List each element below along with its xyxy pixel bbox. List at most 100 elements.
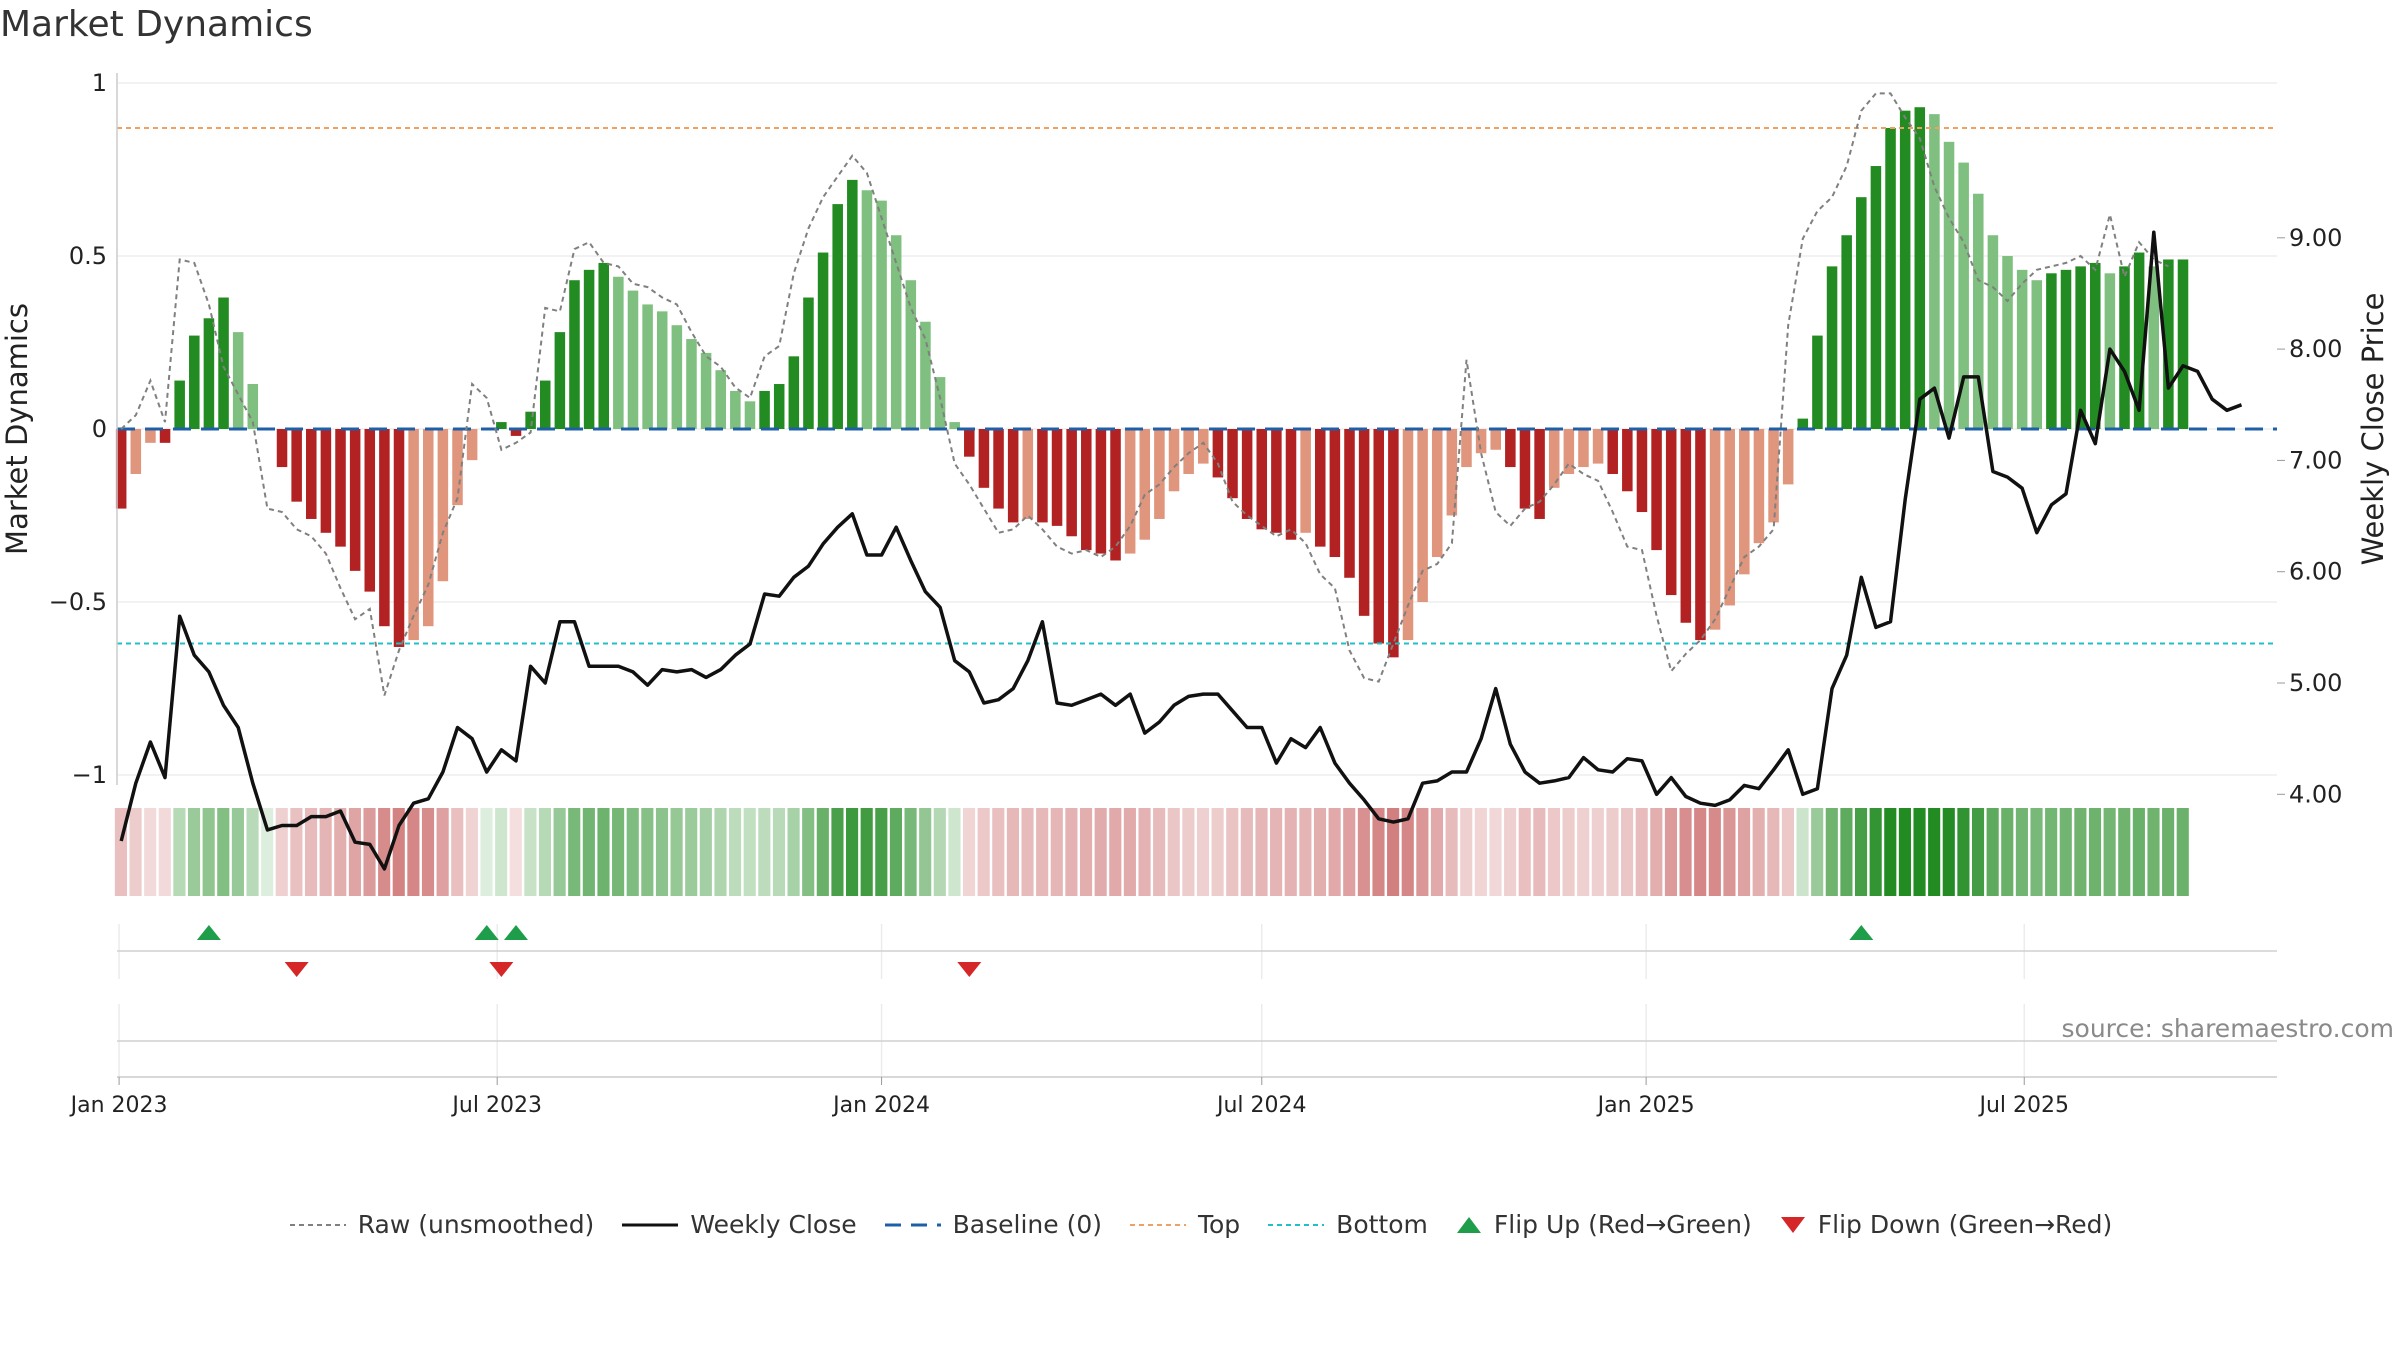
md-bar bbox=[2002, 256, 2013, 429]
strip-cell bbox=[348, 808, 361, 896]
x-tick-label: Jan 2023 bbox=[69, 1093, 168, 1118]
md-bar bbox=[1987, 235, 1999, 429]
md-bar bbox=[1183, 429, 1194, 474]
md-bar bbox=[364, 429, 376, 592]
axes: 1 0.5 0 −0.5 −1 9.00 8.00 7.00 6.00 5.00 4.00 Marke… bbox=[0, 69, 2390, 808]
strip-cell bbox=[1416, 808, 1429, 896]
md-bar bbox=[1168, 429, 1180, 492]
strip-cell bbox=[363, 808, 376, 896]
legend-raw-label: Raw (unsmoothed) bbox=[357, 1210, 595, 1239]
strip-cell bbox=[1255, 808, 1268, 896]
md-bar bbox=[1534, 429, 1545, 519]
strip-cell bbox=[1167, 808, 1180, 896]
md-bar bbox=[159, 429, 171, 443]
strip-cell bbox=[407, 808, 420, 896]
strip-cell bbox=[1504, 808, 1517, 896]
flip-up-marker bbox=[503, 925, 528, 940]
md-bar bbox=[554, 332, 566, 429]
strip-cell bbox=[1489, 808, 1502, 896]
md-bar bbox=[1022, 429, 1034, 519]
source-label: source: sharemaestro.com bbox=[2061, 1014, 2395, 1043]
strip-cell bbox=[962, 808, 976, 896]
strip-cell bbox=[2103, 808, 2116, 896]
strip-cell bbox=[1928, 808, 1941, 896]
md-bar bbox=[1110, 429, 1121, 561]
y-tick-label: −0.5 bbox=[49, 588, 107, 616]
md-bar bbox=[1417, 429, 1428, 602]
md-bar bbox=[1665, 429, 1677, 596]
strip-cell bbox=[1854, 808, 1868, 896]
md-bar bbox=[583, 269, 595, 429]
md-bar bbox=[1753, 429, 1765, 544]
md-bar bbox=[1592, 429, 1604, 464]
legend-raw: Raw (unsmoothed) bbox=[288, 1210, 595, 1239]
md-bar bbox=[613, 276, 624, 429]
x-tick-label: Jul 2025 bbox=[1977, 1093, 2069, 1118]
strip-cell bbox=[670, 808, 683, 896]
md-bar bbox=[1782, 429, 1794, 485]
md-bar bbox=[2163, 259, 2174, 429]
strip-cell bbox=[1153, 808, 1166, 896]
strip-cell bbox=[1065, 808, 1078, 896]
legend-raw-swatch bbox=[289, 1223, 346, 1226]
strip-cell bbox=[1635, 808, 1648, 896]
md-bar bbox=[1212, 429, 1224, 478]
strip-cell bbox=[509, 808, 522, 896]
legend-close-swatch bbox=[622, 1223, 679, 1226]
md-bar bbox=[1139, 429, 1151, 540]
md-bar bbox=[1329, 429, 1341, 558]
md-bar bbox=[1300, 429, 1311, 533]
md-bar bbox=[422, 429, 434, 627]
md-bar bbox=[1388, 429, 1399, 658]
md-bar bbox=[174, 380, 185, 429]
md-bar bbox=[2075, 266, 2086, 429]
strip-cell bbox=[1694, 808, 1707, 896]
strip-cell bbox=[2088, 808, 2102, 896]
strip-cell bbox=[860, 808, 873, 896]
md-bar bbox=[1314, 429, 1326, 547]
md-bar bbox=[934, 377, 946, 429]
md-bar bbox=[1475, 429, 1487, 454]
strip-cell bbox=[1182, 808, 1195, 896]
md-bar bbox=[1870, 166, 1882, 430]
strip-cell bbox=[802, 808, 815, 896]
strip-cell bbox=[889, 808, 902, 896]
strip-cell bbox=[626, 808, 639, 896]
md-bar bbox=[569, 280, 580, 429]
md-bar bbox=[1929, 114, 1940, 429]
strip-cell bbox=[2074, 808, 2087, 896]
md-bar bbox=[379, 429, 390, 627]
strip-cell bbox=[1913, 808, 1926, 896]
strip-cell bbox=[1474, 808, 1487, 896]
flip-down-icon bbox=[1780, 1216, 1805, 1233]
md-bar bbox=[115, 429, 127, 509]
md-bar bbox=[525, 411, 536, 429]
md-bar bbox=[218, 297, 229, 429]
strip-cell bbox=[231, 808, 244, 896]
md-bar bbox=[817, 252, 829, 429]
strip-cell bbox=[304, 808, 318, 896]
strip-cell bbox=[1796, 808, 1809, 896]
md-bar bbox=[920, 321, 931, 429]
md-bar bbox=[1344, 429, 1355, 578]
md-bar bbox=[744, 401, 756, 429]
md-bar bbox=[773, 384, 785, 429]
strip-cell bbox=[1211, 808, 1224, 896]
md-bar bbox=[130, 429, 142, 474]
x-tick-label: Jan 2024 bbox=[831, 1093, 930, 1118]
strip-cell bbox=[275, 808, 288, 896]
flip-up-marker bbox=[196, 925, 221, 940]
strip-cell bbox=[699, 808, 712, 896]
md-bar bbox=[1095, 429, 1107, 554]
md-bar bbox=[320, 429, 332, 533]
strip-cell bbox=[173, 808, 186, 896]
md-bar bbox=[861, 190, 873, 429]
strip-cell bbox=[1079, 808, 1093, 896]
y-tick-label: 0 bbox=[92, 415, 107, 443]
strip-cell bbox=[144, 808, 157, 896]
md-bar bbox=[1607, 429, 1618, 474]
legend-top-label: Top bbox=[1197, 1210, 1241, 1239]
strip-cell bbox=[1343, 808, 1356, 896]
md-bar bbox=[1051, 429, 1063, 526]
md-bar bbox=[1695, 429, 1706, 641]
